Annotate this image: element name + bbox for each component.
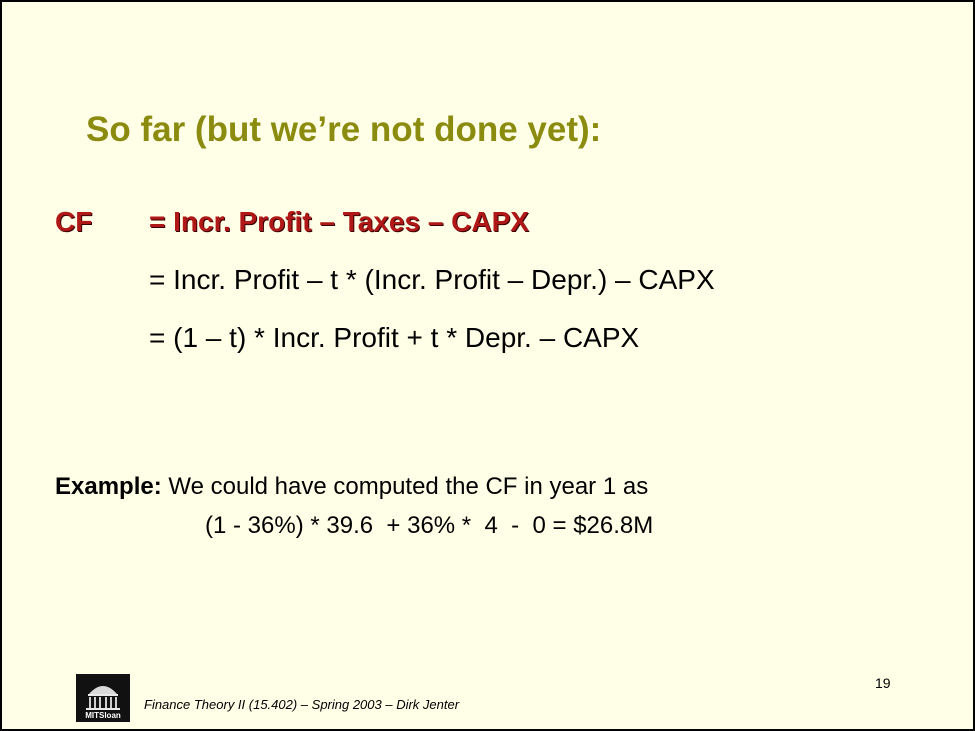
mit-sloan-logo: MITSloan [76,674,130,722]
cf-label: CF [55,206,93,237]
example-label: Example: [55,473,162,500]
footer-text: Finance Theory II (15.402) – Spring 2003… [144,697,460,712]
example-calculation: (1 - 36%) * 39.6 + 36% * 4 - 0 = $26.8M [205,512,654,539]
equation-line-3: = (1 – t) * Incr. Profit + t * Depr. – C… [149,322,640,353]
example-text: We could have computed the CF in year 1 … [161,473,649,500]
page-number: 19 [875,675,891,691]
equation-line-1: = Incr. Profit – Taxes – CAPX [149,206,529,237]
example-line: Example: We could have computed the CF i… [55,473,648,501]
slide-title: So far (but we’re not done yet): [86,110,602,149]
logo-text: MITSloan [85,711,121,720]
equation-line-2: = Incr. Profit – t * (Incr. Profit – Dep… [149,264,715,295]
